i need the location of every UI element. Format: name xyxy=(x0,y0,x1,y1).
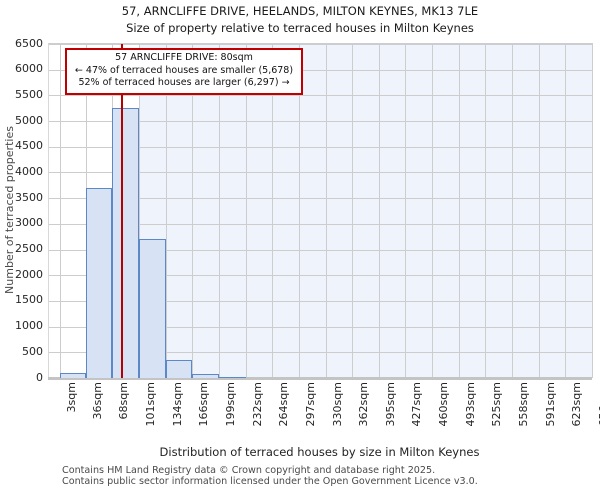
x-tick-label: 101sqm xyxy=(144,382,158,427)
horizontal-gridline xyxy=(49,172,592,174)
vertical-gridline xyxy=(351,44,353,378)
y-tick-label: 6500 xyxy=(15,36,43,50)
vertical-gridline xyxy=(538,44,540,378)
y-tick-label: 1000 xyxy=(15,319,43,333)
x-tick-label: 264sqm xyxy=(277,382,291,427)
vertical-gridline xyxy=(192,44,194,378)
larger-houses-shaded-region xyxy=(139,44,592,378)
y-tick-label: 3500 xyxy=(15,190,43,204)
y-tick-label: 6000 xyxy=(15,62,43,76)
horizontal-gridline xyxy=(49,198,592,200)
y-tick-label: 4000 xyxy=(15,164,43,178)
vertical-gridline xyxy=(564,44,566,378)
histogram-bar xyxy=(112,108,140,378)
histogram-bar xyxy=(219,376,247,378)
vertical-gridline xyxy=(591,44,593,378)
y-tick-label: 0 xyxy=(36,370,43,384)
histogram-bar xyxy=(59,372,87,378)
annotation-line-2: ← 47% of terraced houses are smaller (5,… xyxy=(74,64,294,76)
vertical-gridline xyxy=(404,44,406,378)
vertical-gridline xyxy=(458,44,460,378)
horizontal-gridline xyxy=(49,300,592,302)
y-tick-label: 3000 xyxy=(15,216,43,230)
x-tick-label: 330sqm xyxy=(330,382,344,427)
property-annotation-box: 57 ARNCLIFFE DRIVE: 80sqm ← 47% of terra… xyxy=(65,48,303,95)
horizontal-gridline xyxy=(49,69,592,71)
histogram-bar xyxy=(139,239,167,378)
horizontal-gridline xyxy=(49,223,592,225)
vertical-gridline xyxy=(272,44,274,378)
vertical-gridline xyxy=(139,44,141,378)
vertical-gridline xyxy=(325,44,327,378)
x-tick-label: 68sqm xyxy=(117,382,131,420)
horizontal-gridline xyxy=(49,326,592,328)
histogram-bar xyxy=(86,187,113,378)
x-axis-label: Distribution of terraced houses by size … xyxy=(159,445,480,459)
footer-attribution-line-1: Contains HM Land Registry data © Crown c… xyxy=(62,465,436,476)
horizontal-gridline xyxy=(49,121,592,123)
annotation-line-1: 57 ARNCLIFFE DRIVE: 80sqm xyxy=(115,52,253,63)
y-tick-label: 500 xyxy=(22,344,43,358)
x-tick-label: 134sqm xyxy=(171,382,185,427)
x-tick-label: 460sqm xyxy=(436,382,450,427)
vertical-gridline xyxy=(166,44,168,378)
x-tick-label: 3sqm xyxy=(64,382,78,413)
y-tick-label: 5000 xyxy=(15,113,43,127)
x-tick-label: 297sqm xyxy=(304,382,318,427)
footer-attribution-line-2: Contains public sector information licen… xyxy=(62,476,478,487)
x-tick-label: 362sqm xyxy=(356,382,370,427)
y-tick-label: 4500 xyxy=(15,139,43,153)
x-tick-label: 591sqm xyxy=(543,382,557,427)
x-tick-label: 166sqm xyxy=(197,382,211,427)
chart-subtitle: Size of property relative to terraced ho… xyxy=(126,21,474,35)
vertical-gridline xyxy=(431,44,433,378)
horizontal-gridline xyxy=(49,44,592,45)
vertical-gridline xyxy=(484,44,486,378)
chart-title: 57, ARNCLIFFE DRIVE, HEELANDS, MILTON KE… xyxy=(121,4,479,18)
plot-area: 57 ARNCLIFFE DRIVE: 80sqm ← 47% of terra… xyxy=(48,43,593,378)
horizontal-gridline xyxy=(49,249,592,251)
x-tick-label: 525sqm xyxy=(489,382,503,427)
y-tick-label: 2000 xyxy=(15,267,43,281)
horizontal-gridline xyxy=(49,146,592,148)
vertical-gridline xyxy=(378,44,380,378)
histogram-bar xyxy=(166,360,193,378)
x-tick-label: 36sqm xyxy=(91,382,105,420)
horizontal-gridline xyxy=(49,275,592,277)
x-axis-spine xyxy=(48,377,592,380)
x-tick-label: 558sqm xyxy=(516,382,530,427)
annotation-line-3: 52% of terraced houses are larger (6,297… xyxy=(78,77,290,88)
property-size-marker-line xyxy=(121,44,124,378)
y-tick-label: 1500 xyxy=(15,293,43,307)
x-tick-label: 199sqm xyxy=(224,382,238,427)
x-tick-label: 493sqm xyxy=(463,382,477,427)
horizontal-gridline xyxy=(49,352,592,354)
vertical-gridline xyxy=(299,44,301,378)
x-tick-label: 656sqm xyxy=(596,382,600,427)
vertical-gridline xyxy=(219,44,221,378)
vertical-gridline xyxy=(511,44,513,378)
horizontal-gridline xyxy=(49,95,592,97)
x-tick-label: 395sqm xyxy=(383,382,397,427)
vertical-gridline xyxy=(246,44,248,378)
x-tick-label: 623sqm xyxy=(569,382,583,427)
y-tick-label: 2500 xyxy=(15,242,43,256)
y-tick-label: 5500 xyxy=(15,87,43,101)
x-tick-label: 232sqm xyxy=(251,382,265,427)
vertical-gridline xyxy=(59,44,61,378)
x-tick-label: 427sqm xyxy=(409,382,423,427)
histogram-bar xyxy=(192,374,220,378)
